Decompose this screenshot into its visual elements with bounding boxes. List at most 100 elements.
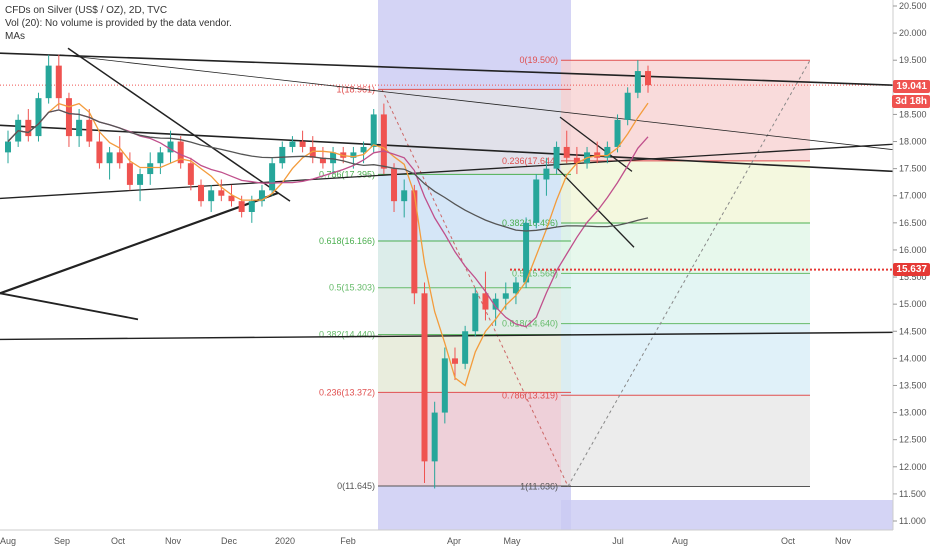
candle-body [86,119,93,142]
volume-note: Vol (20): No volume is provided by the d… [5,18,232,29]
fib-right-zone [561,323,810,396]
time-axis-label: Sep [54,536,70,546]
candle-body [208,190,215,202]
fib-left-level-label: 0.5(15.303) [329,283,375,293]
candle-body [45,65,52,99]
fib-left-zone [378,334,571,393]
candle-body [451,358,458,364]
candle-body [624,92,631,120]
time-axis-label: Dec [221,536,238,546]
candle-body [187,163,194,185]
price-axis-label: 13.500 [899,380,927,390]
candle-body [462,331,469,364]
price-axis-label: 14.000 [899,353,927,363]
fib-right-level-label: 0.382(16.496) [502,218,558,228]
fib-right-zone [561,223,810,274]
candle-body [5,141,11,153]
projection-dashed-line [381,89,569,487]
candle-body [380,114,387,169]
candle-body [25,119,32,137]
fib-right-level-label: 0.5(15.568) [512,268,558,278]
price-axis-label: 11.500 [899,489,926,499]
candle-body [370,114,377,147]
candle-body [106,152,113,164]
price-axis-label: 13.000 [899,408,927,418]
price-axis-label: 12.500 [899,435,927,445]
fib-right-level-label: 0(19.500) [519,55,558,65]
price-axis-label: 20.000 [899,28,927,38]
candle-body [76,119,83,137]
candle-body [533,179,540,223]
candle-body [360,146,367,153]
candle-body [198,184,205,202]
candle-body [65,98,72,137]
candle-body [472,293,479,332]
fib-left-zone [378,89,571,175]
trend-line[interactable] [67,47,291,202]
fib-left-level-label: 1(18.961) [336,84,375,94]
candle-body [350,152,357,158]
price-axis-label: 17.500 [899,164,927,174]
countdown-tag: 3d 18h [892,95,930,108]
candle-body [248,201,255,212]
candle-body [563,146,570,158]
candle-body [431,412,438,462]
fib-right-level-label: 0.236(17.644) [502,156,558,166]
time-axis-label: 2020 [275,536,295,546]
fib-left-level-label: 0.236(13.372) [319,387,375,397]
time-axis-label: Feb [340,536,356,546]
candle-body [147,163,154,175]
fib-right-level-label: 0.786(13.319) [502,390,558,400]
candle-body [35,98,42,137]
time-axis-label: Oct [781,536,796,546]
trend-line[interactable] [0,191,279,295]
time-axis-label: Jul [612,536,624,546]
price-axis-label: 16.500 [899,218,927,228]
price-axis-label: 12.000 [899,462,927,472]
candle-body [238,201,245,212]
trend-line[interactable] [0,143,894,200]
trend-line[interactable] [0,52,894,86]
candle-body [137,174,144,185]
time-axis-label: Oct [111,536,126,546]
candle-body [441,358,448,413]
trend-line[interactable] [554,165,635,248]
moving-average-fast [7,102,649,387]
fib-left-level-label: 0(11.645) [337,481,375,491]
candle-body [411,190,418,294]
time-axis-label: Nov [165,536,182,546]
indicator-label[interactable]: MAs [5,31,25,42]
candle-body [218,190,225,196]
candle-body [96,141,103,164]
candle-body [512,282,519,294]
fib-right-zone [561,160,810,224]
price-axis-label: 15.000 [899,299,927,309]
candle-body [614,119,621,147]
candle-body [289,141,296,147]
price-axis-label: 18.000 [899,137,927,147]
last-price-tag: 19.041 [893,80,930,93]
candle-body [492,298,499,310]
trend-line[interactable] [0,331,894,341]
trend-line[interactable] [0,124,894,173]
candle-body [55,65,62,99]
time-axis-label: May [503,536,521,546]
candle-body [116,152,123,164]
candle-body [482,293,489,310]
time-axis-label: Apr [447,536,461,546]
candle-body [258,190,265,202]
price-axis-label: 17.000 [899,191,927,201]
candle-body [330,152,337,164]
trend-line[interactable] [0,292,139,321]
trend-line[interactable] [59,54,894,151]
fib-left-level-label: 0.618(16.166) [319,236,375,246]
chart-title: CFDs on Silver (US$ / OZ), 2D, TVC [5,5,168,16]
chart-legend: CFDs on Silver (US$ / OZ), 2D, TVC Vol (… [5,4,232,43]
price-axis-label: 15.500 [899,272,927,282]
time-axis-label: Aug [0,536,16,546]
candle-body [279,146,286,164]
candle-body [573,157,580,164]
candle-body [421,293,428,462]
trend-line[interactable] [559,116,633,172]
